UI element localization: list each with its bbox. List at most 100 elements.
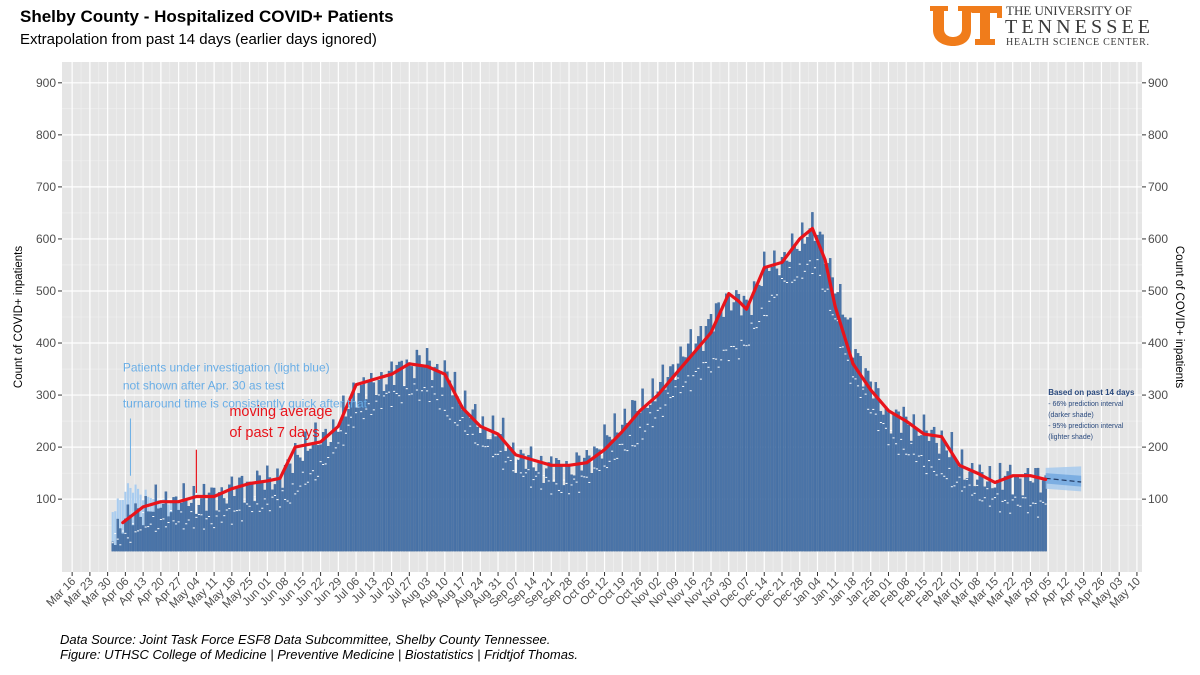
daily-bar (768, 271, 771, 552)
daily-bar (727, 293, 730, 552)
daily-bar (560, 464, 563, 552)
daily-bar (747, 300, 751, 552)
daily-bar (367, 380, 370, 552)
daily-bar (453, 371, 457, 552)
y-tick-label-left: 200 (36, 440, 56, 454)
y-tick-label-left: 400 (36, 336, 56, 350)
y-tick-label-right: 500 (1148, 284, 1168, 298)
pui-bar (114, 511, 117, 552)
daily-bar (593, 446, 596, 552)
daily-bar (365, 399, 368, 552)
daily-bar (212, 487, 216, 552)
daily-bar (661, 364, 665, 552)
daily-bar (930, 429, 933, 552)
daily-bar (963, 479, 966, 552)
daily-bar (618, 435, 621, 552)
daily-bar (920, 435, 923, 552)
daily-bar (831, 277, 834, 552)
daily-bar (684, 357, 687, 552)
daily-bar (200, 498, 203, 552)
daily-bar (149, 511, 152, 552)
daily-bar (514, 472, 518, 552)
daily-bar (268, 477, 272, 552)
daily-bar (420, 365, 424, 552)
daily-bar (435, 364, 439, 552)
daily-bar (545, 468, 548, 552)
daily-bar (907, 424, 910, 552)
prediction-note-line: - 66% prediction interval (1048, 401, 1124, 408)
daily-bar (651, 378, 654, 552)
daily-bar (798, 250, 801, 552)
daily-bar (793, 244, 796, 552)
daily-bar (1019, 478, 1022, 552)
pui-note-line: Patients under investigation (light blue… (123, 361, 330, 375)
daily-bar (162, 503, 165, 552)
y-tick-label-left: 900 (36, 76, 56, 90)
daily-bar (897, 411, 900, 552)
daily-bar (390, 361, 393, 552)
daily-bar (570, 474, 573, 552)
daily-bar (874, 382, 878, 552)
daily-bar (408, 362, 411, 552)
daily-bar (527, 454, 530, 552)
daily-bar (757, 284, 761, 552)
daily-bar (735, 290, 738, 552)
daily-bar (428, 360, 431, 552)
daily-bar (370, 373, 373, 552)
daily-bar (707, 319, 710, 552)
daily-bar (636, 411, 639, 552)
daily-bar (332, 419, 335, 552)
daily-bar (745, 299, 748, 552)
daily-bar (978, 464, 981, 552)
daily-bar (932, 426, 936, 552)
daily-bar (309, 448, 312, 552)
daily-bar (775, 268, 779, 552)
y-tick-label-left: 300 (36, 388, 56, 402)
daily-bar (291, 472, 294, 552)
daily-bar (339, 422, 343, 552)
daily-bar (915, 429, 918, 552)
daily-bar (714, 303, 718, 552)
daily-bar (288, 463, 292, 552)
daily-bar (621, 424, 624, 552)
daily-bar (177, 509, 180, 552)
daily-bar (608, 436, 611, 552)
daily-bar (623, 408, 627, 552)
daily-bar (905, 416, 908, 552)
daily-bar (1024, 472, 1027, 552)
daily-bar (438, 372, 441, 552)
daily-bar (223, 498, 226, 552)
daily-bar (1031, 482, 1035, 552)
daily-bar (403, 385, 406, 552)
daily-bar (382, 391, 386, 552)
daily-bar (864, 368, 867, 552)
y-tick-label-right: 400 (1148, 336, 1168, 350)
daily-bar (600, 458, 604, 552)
daily-bar (357, 393, 360, 552)
daily-bar (146, 511, 150, 552)
daily-bar (319, 444, 322, 552)
daily-bar (233, 496, 236, 552)
daily-bar (694, 343, 698, 552)
chart-title: Shelby County - Hospitalized COVID+ Pati… (20, 7, 394, 26)
daily-bar (410, 366, 414, 552)
daily-bar (458, 405, 462, 552)
daily-bar (326, 445, 330, 552)
daily-bar (656, 391, 659, 552)
daily-bar (968, 471, 971, 552)
daily-bar (124, 518, 127, 552)
daily-bar (441, 387, 444, 552)
y-tick-label-left: 600 (36, 232, 56, 246)
daily-bar (948, 457, 951, 552)
daily-bar (377, 380, 381, 552)
daily-bar (314, 422, 317, 552)
daily-bar (773, 250, 776, 552)
daily-bar (385, 384, 388, 552)
daily-bar (922, 414, 926, 552)
daily-bar (998, 462, 1002, 552)
daily-bar (182, 483, 185, 552)
daily-bar (456, 396, 459, 552)
daily-bar (334, 428, 338, 552)
daily-bar (704, 326, 708, 552)
